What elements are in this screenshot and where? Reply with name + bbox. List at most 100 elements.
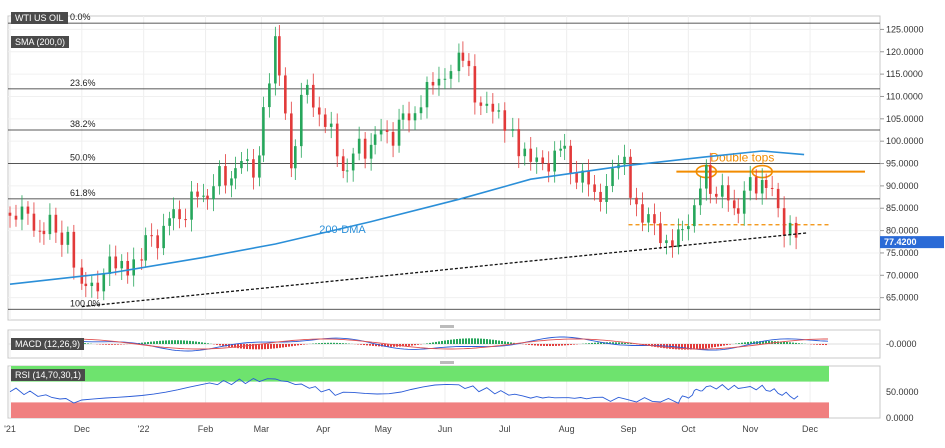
x-tick-label: Mar: [254, 424, 270, 434]
candle-body: [458, 53, 461, 71]
candle-body: [444, 79, 447, 80]
macd-histogram-bar: [570, 344, 572, 345]
macd-histogram-bar: [483, 339, 485, 344]
macd-histogram-bar: [288, 344, 290, 347]
macd-histogram-bar: [450, 340, 452, 344]
candle-body: [202, 196, 205, 197]
macd-histogram-bar: [207, 343, 209, 344]
candle-body: [541, 157, 544, 163]
candle-body: [693, 205, 696, 226]
macd-histogram-bar: [738, 343, 740, 344]
candle-body: [230, 178, 233, 185]
macd-histogram-bar: [336, 343, 338, 344]
candle-body: [144, 235, 147, 260]
macd-histogram-bar: [114, 344, 116, 345]
sma-indicator-label[interactable]: SMA (200,0): [11, 36, 69, 48]
fib-level-label: 38.2%: [70, 119, 96, 129]
candle-body: [114, 257, 117, 269]
candle-body: [184, 219, 187, 220]
macd-histogram-bar: [798, 343, 800, 344]
candle-body: [569, 146, 572, 173]
macd-histogram-bar: [186, 341, 188, 344]
macd-histogram-bar: [342, 343, 344, 344]
candle-body: [553, 151, 556, 172]
candle-body: [715, 194, 718, 197]
macd-histogram-bar: [474, 338, 476, 344]
candle-body: [9, 213, 12, 216]
macd-histogram-bar: [285, 344, 287, 347]
macd-histogram-bar: [153, 341, 155, 344]
macd-histogram-bar: [504, 341, 506, 344]
candle-body: [721, 185, 724, 196]
candle-body: [27, 207, 30, 214]
macd-histogram-bar: [588, 343, 590, 344]
candle-body: [777, 189, 780, 208]
candle-body: [681, 229, 684, 230]
candle-body: [172, 209, 175, 218]
rsi-label[interactable]: RSI (14,70,30,1): [11, 369, 85, 381]
macd-histogram-bar: [696, 344, 698, 349]
macd-histogram-bar: [825, 344, 827, 345]
macd-histogram-bar: [531, 344, 533, 345]
candle-body: [749, 177, 752, 191]
candle-body: [85, 284, 88, 286]
macd-histogram-bar: [627, 343, 629, 344]
macd-histogram-bar: [201, 342, 203, 344]
macd-histogram-bar: [330, 343, 332, 344]
candle-body: [426, 82, 429, 107]
candle-body: [120, 261, 123, 268]
macd-histogram-bar: [327, 343, 329, 344]
candle-body: [743, 191, 746, 214]
macd-histogram-bar: [786, 342, 788, 344]
macd-histogram-bar: [300, 344, 302, 345]
macd-histogram-bar: [261, 344, 263, 349]
symbol-label[interactable]: WTI US OIL: [11, 12, 68, 24]
x-tick-label: Dec: [802, 424, 819, 434]
macd-histogram-bar: [426, 343, 428, 344]
fib-level-label: 0.0%: [70, 12, 91, 22]
macd-histogram-bar: [816, 344, 818, 345]
macd-histogram-bar: [177, 340, 179, 344]
price-tick-label: 115.0000: [886, 69, 923, 79]
macd-histogram-bar: [102, 344, 104, 345]
macd-histogram-bar: [555, 344, 557, 346]
candle-body: [647, 214, 650, 222]
macd-histogram-bar: [414, 344, 416, 345]
candle-body: [132, 259, 135, 275]
x-tick-label: Nov: [742, 424, 759, 434]
candle-body: [61, 233, 64, 245]
candle-body: [364, 139, 367, 159]
candle-body: [593, 184, 596, 191]
candle-body: [783, 208, 786, 235]
candle-body: [771, 188, 774, 189]
candle-body: [290, 113, 293, 168]
macd-histogram-bar: [453, 339, 455, 344]
macd-histogram-bar: [624, 343, 626, 344]
macd-label[interactable]: MACD (12,26,9): [11, 338, 84, 350]
price-tick-label: 65.0000: [886, 293, 919, 303]
candle-body: [352, 154, 355, 171]
candle-body: [392, 132, 395, 146]
macd-histogram-bar: [729, 344, 731, 345]
candle-body: [324, 115, 327, 127]
candle-body: [33, 214, 36, 231]
candle-body: [156, 235, 159, 248]
macd-histogram-bar: [189, 341, 191, 344]
rsi-overbought-band: [11, 366, 829, 382]
candle-body: [737, 208, 740, 213]
candle-body: [294, 146, 297, 168]
price-tick-label: 80.0000: [886, 226, 919, 236]
x-tick-label: Feb: [198, 424, 214, 434]
macd-histogram-bar: [495, 340, 497, 344]
rsi-axis-label-50: 50.0000: [886, 387, 919, 397]
pane-resize-handle[interactable]: [440, 361, 454, 364]
candle-body: [190, 192, 193, 220]
macd-histogram-bar: [276, 344, 278, 348]
macd-histogram-bar: [294, 344, 296, 346]
candle-body: [168, 218, 171, 226]
pane-resize-handle[interactable]: [440, 325, 454, 328]
macd-histogram-bar: [429, 343, 431, 344]
macd-histogram-bar: [237, 344, 239, 348]
candle-body: [21, 207, 24, 220]
